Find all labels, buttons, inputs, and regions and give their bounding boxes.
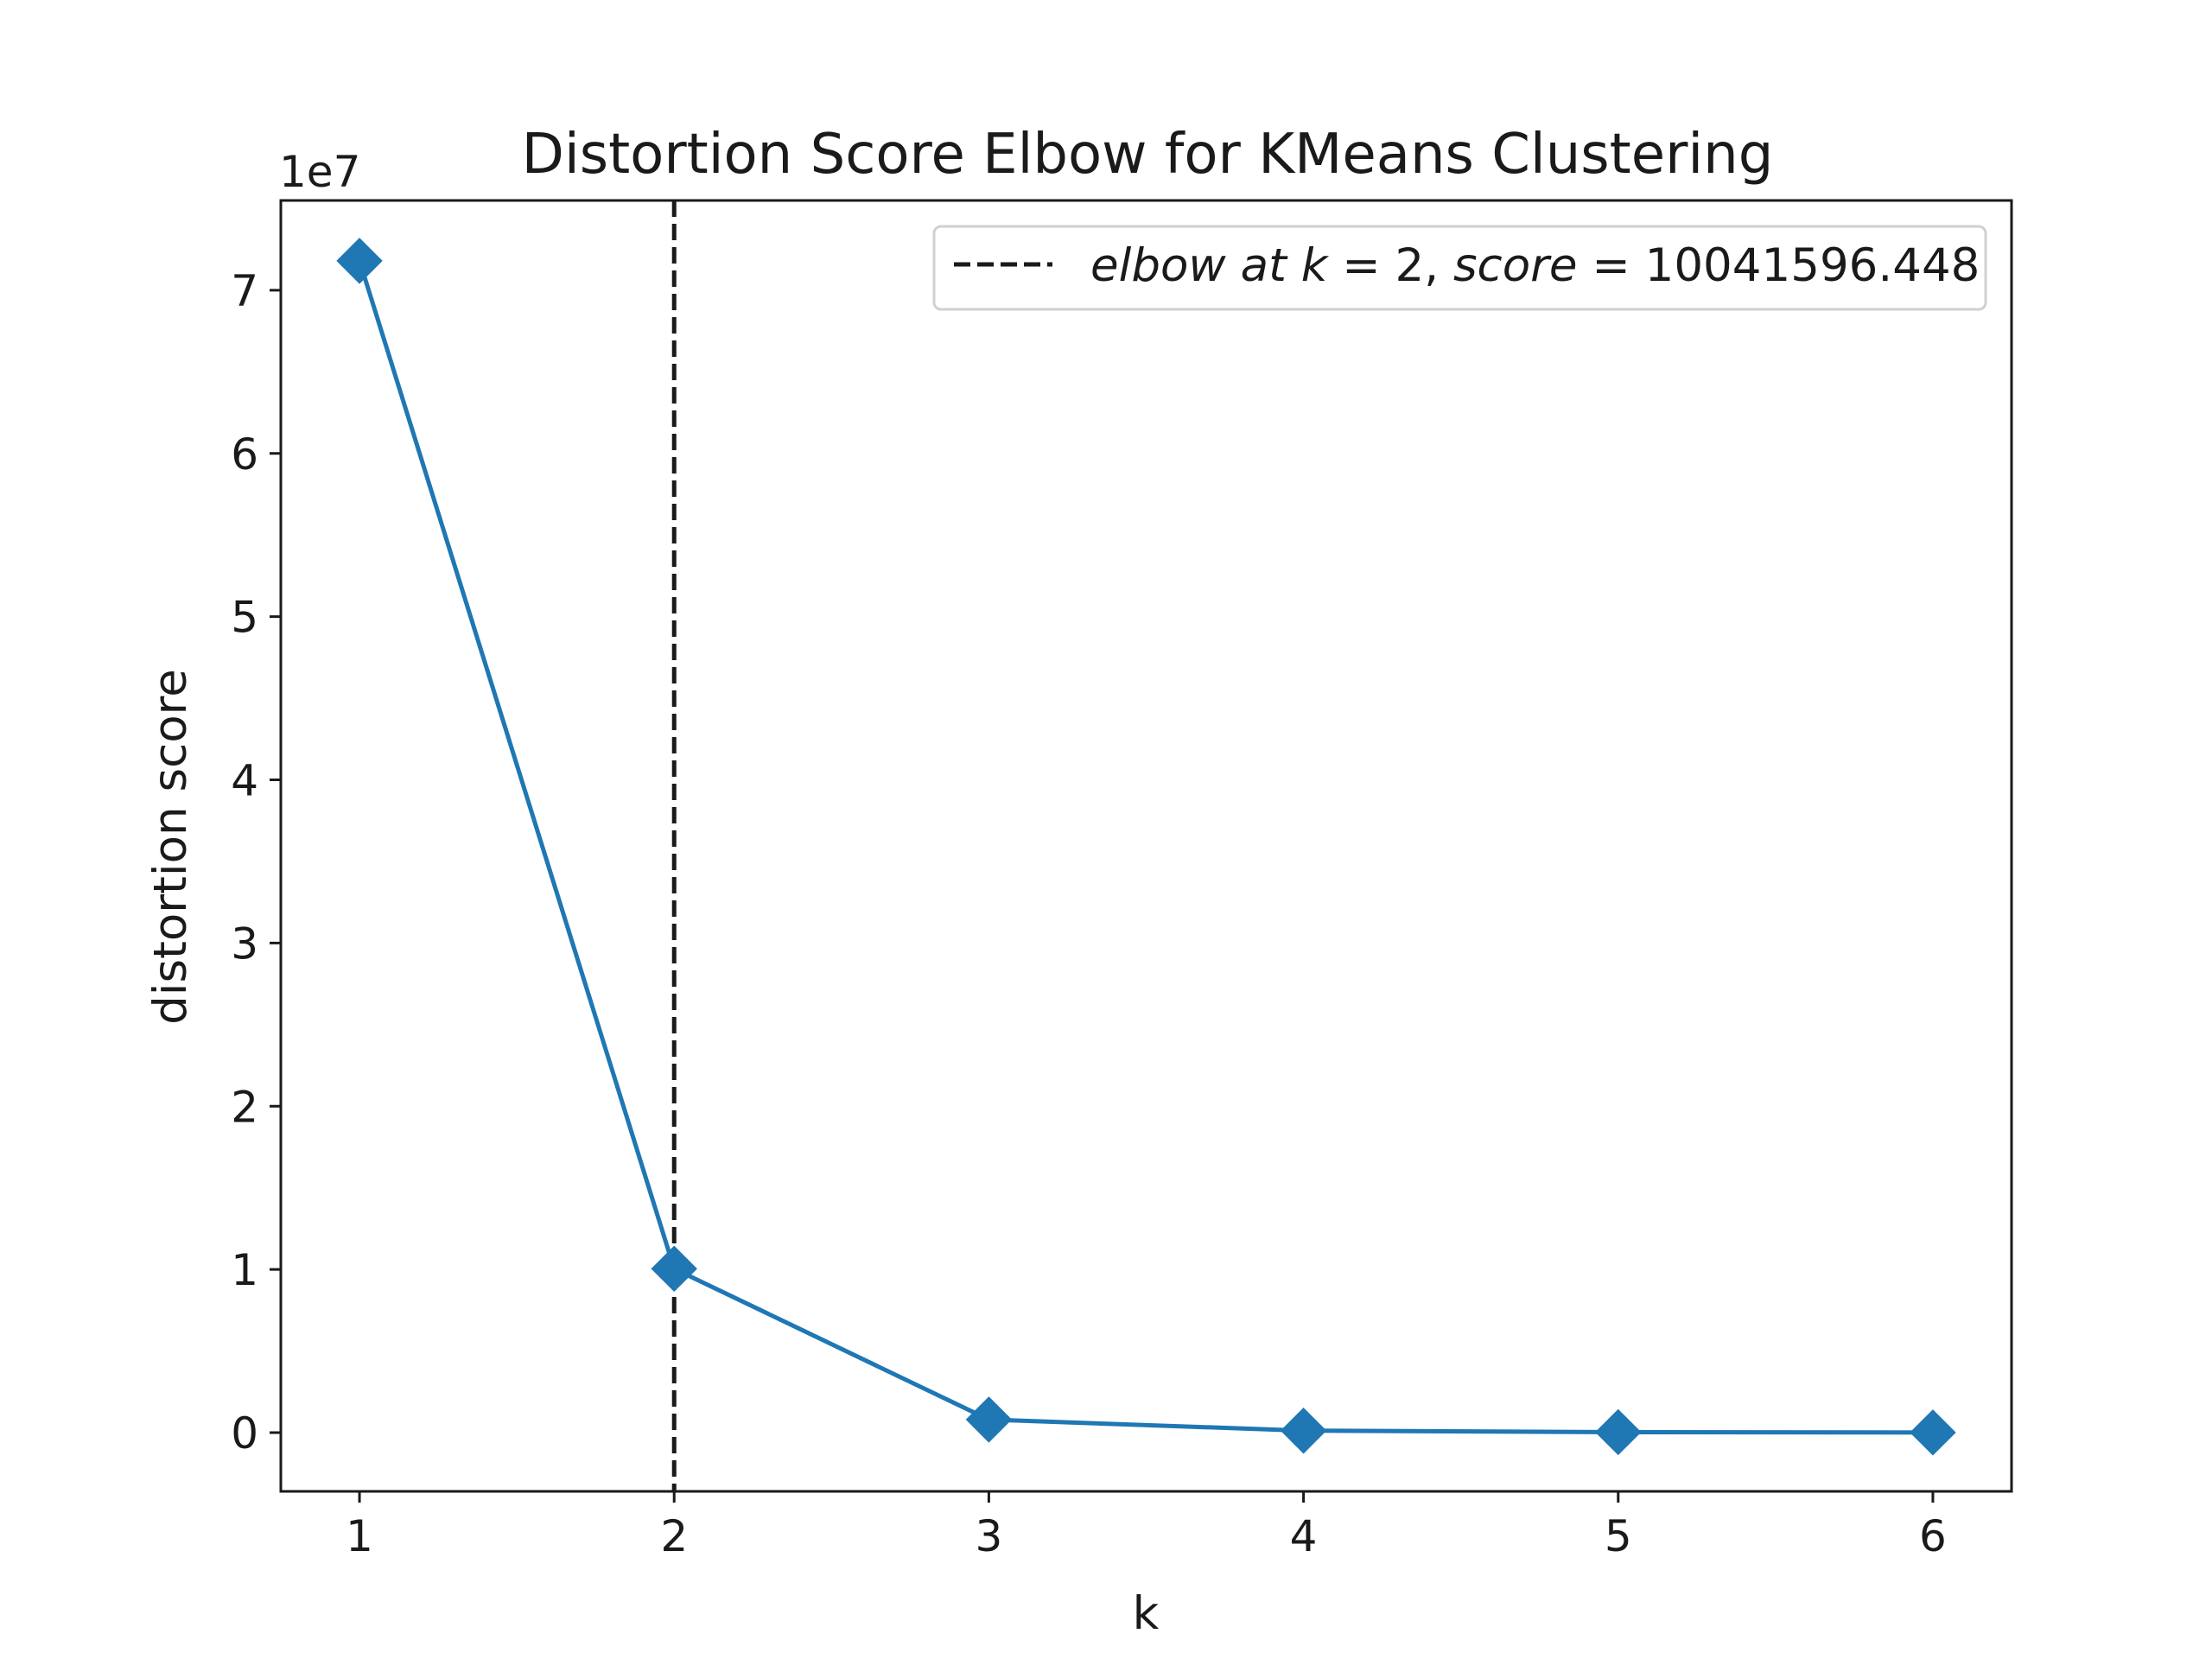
legend-label: elbow at k = 2, score = 10041596.448 bbox=[1090, 239, 1980, 292]
legend: elbow at k = 2, score = 10041596.448 bbox=[932, 225, 1987, 311]
x-axis-label: k bbox=[1133, 1587, 1160, 1640]
x-tick-label: 6 bbox=[1919, 1511, 1947, 1561]
y-tick-label: 2 bbox=[231, 1082, 258, 1132]
data-point-diamond bbox=[965, 1396, 1013, 1443]
y-tick-label: 3 bbox=[231, 918, 258, 969]
legend-label-italic-b: score bbox=[1453, 239, 1578, 292]
data-point-diamond bbox=[1910, 1409, 1956, 1456]
y-tick-label: 5 bbox=[231, 593, 258, 643]
y-tick-label: 6 bbox=[231, 429, 258, 480]
y-axis-ticks: 0 1 2 3 4 5 6 7 bbox=[231, 266, 281, 1459]
y-tick-label: 1 bbox=[231, 1245, 258, 1295]
y-tick-label: 0 bbox=[231, 1408, 258, 1459]
y-tick-label: 7 bbox=[231, 266, 258, 316]
legend-box bbox=[932, 225, 1987, 311]
legend-label-italic-a: elbow at k bbox=[1090, 239, 1330, 292]
y-axis-label: distortion score bbox=[144, 669, 197, 1025]
x-axis-ticks: 1 2 3 4 5 6 bbox=[346, 1491, 1947, 1561]
x-tick-label: 5 bbox=[1605, 1511, 1632, 1561]
data-point-diamond bbox=[336, 238, 383, 284]
series-group bbox=[336, 238, 1956, 1456]
x-tick-label: 2 bbox=[660, 1511, 688, 1561]
legend-label-eq-a: = 2, bbox=[1327, 239, 1453, 292]
data-point-diamond bbox=[1280, 1408, 1327, 1454]
y-offset-label: 1e7 bbox=[279, 147, 360, 197]
data-point-diamond bbox=[1595, 1408, 1642, 1456]
plot-area bbox=[279, 199, 2013, 1493]
chart-title: Distortion Score Elbow for KMeans Cluste… bbox=[522, 123, 1774, 187]
legend-label-eq-b: = 10041596.448 bbox=[1578, 239, 1980, 292]
x-tick-label: 3 bbox=[976, 1511, 1003, 1561]
series-line bbox=[357, 260, 1933, 1435]
x-tick-label: 1 bbox=[346, 1511, 373, 1561]
x-tick-label: 4 bbox=[1290, 1511, 1318, 1561]
y-tick-label: 4 bbox=[231, 756, 258, 806]
data-point-diamond bbox=[651, 1245, 697, 1293]
